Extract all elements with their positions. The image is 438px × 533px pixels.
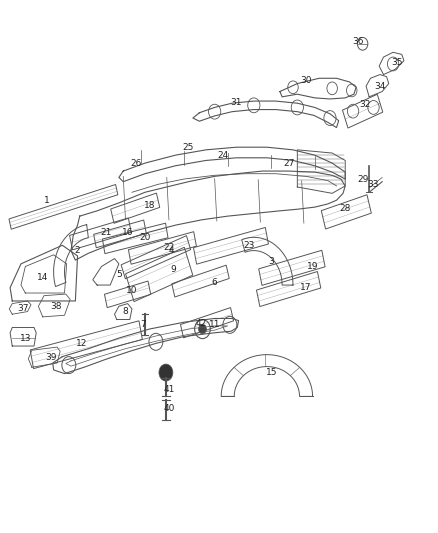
Text: 38: 38 [50, 302, 62, 311]
Text: 6: 6 [212, 278, 218, 287]
Text: 8: 8 [123, 307, 128, 316]
Text: 4: 4 [168, 246, 174, 255]
Text: 18: 18 [144, 201, 155, 210]
Text: 34: 34 [374, 82, 386, 91]
Text: 23: 23 [244, 241, 255, 250]
Text: 33: 33 [368, 180, 379, 189]
Circle shape [198, 324, 206, 334]
Text: 21: 21 [100, 228, 112, 237]
Text: 7: 7 [140, 320, 146, 329]
Text: 24: 24 [218, 151, 229, 160]
Text: 12: 12 [76, 339, 88, 348]
Text: 17: 17 [300, 283, 312, 292]
Text: 11: 11 [209, 320, 220, 329]
Text: 42: 42 [196, 319, 207, 328]
Text: 13: 13 [20, 334, 31, 343]
Text: 3: 3 [268, 257, 274, 265]
Text: 39: 39 [46, 353, 57, 362]
Text: 41: 41 [163, 385, 175, 394]
Text: 16: 16 [122, 228, 133, 237]
Text: 27: 27 [283, 159, 294, 167]
Text: 1: 1 [44, 196, 50, 205]
Text: 14: 14 [37, 272, 49, 281]
Text: 28: 28 [339, 204, 351, 213]
Text: 29: 29 [357, 174, 368, 183]
Text: 37: 37 [18, 304, 29, 313]
Text: 20: 20 [139, 233, 151, 242]
Text: 36: 36 [353, 37, 364, 46]
Text: 22: 22 [163, 244, 175, 253]
Text: 25: 25 [183, 143, 194, 152]
Text: 5: 5 [116, 270, 122, 279]
Text: 10: 10 [126, 286, 138, 295]
Text: 19: 19 [307, 262, 318, 271]
Text: 15: 15 [265, 368, 277, 377]
Text: 9: 9 [170, 265, 176, 273]
Circle shape [159, 364, 173, 381]
Text: 35: 35 [392, 58, 403, 67]
Text: 2: 2 [75, 246, 80, 255]
Text: 31: 31 [231, 98, 242, 107]
Text: 32: 32 [359, 100, 371, 109]
Text: 30: 30 [300, 76, 312, 85]
Text: 40: 40 [163, 404, 175, 413]
Text: 26: 26 [131, 159, 142, 167]
